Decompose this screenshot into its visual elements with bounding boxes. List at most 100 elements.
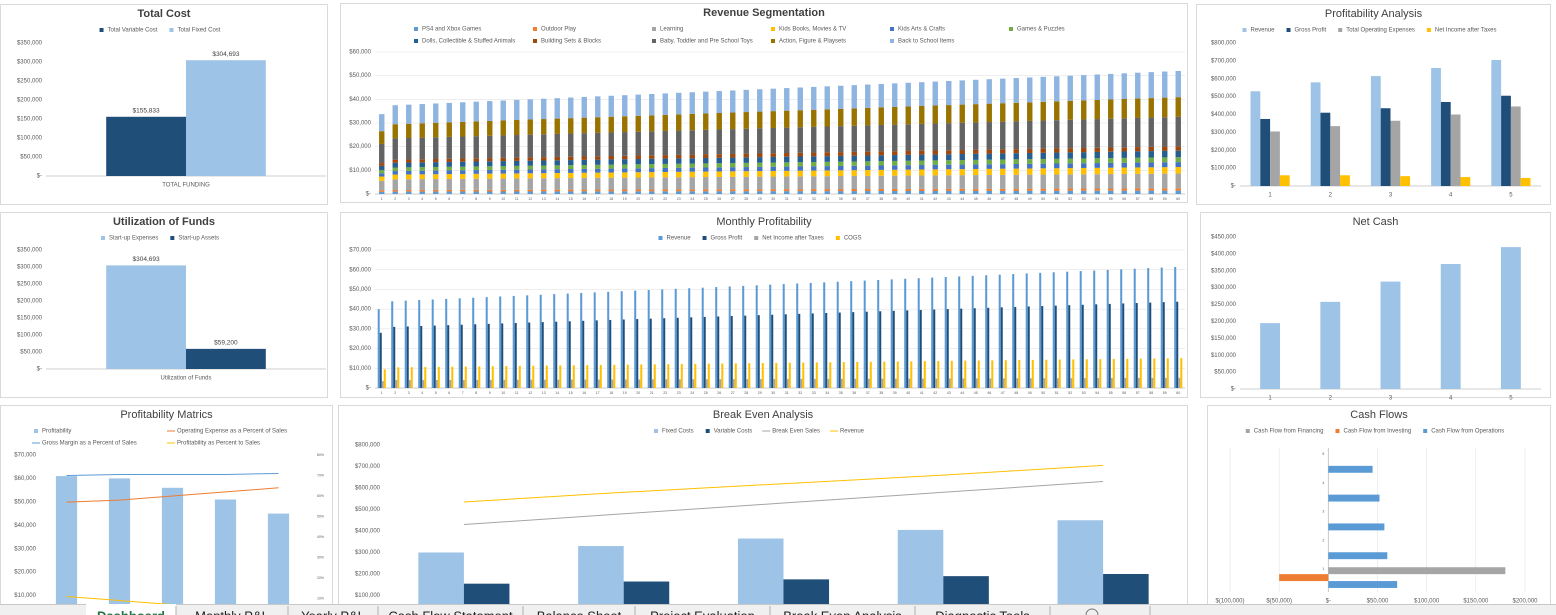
x-tick-label: 9 [489, 391, 491, 395]
bar-segment [730, 163, 736, 168]
bar-segment [662, 163, 668, 168]
legend-label: Start-up Assets [178, 236, 219, 242]
legend-label: Gross Margin as a Percent of Sales [42, 441, 137, 447]
bar [1106, 269, 1109, 388]
bar [447, 325, 450, 388]
bar-segment [1067, 168, 1073, 175]
legend-label: Gross Profit [711, 236, 743, 242]
bar-segment [703, 189, 709, 192]
tab-label[interactable]: Dashboard [97, 608, 165, 615]
bar [478, 366, 481, 388]
legend-label: Fixed Costs [662, 429, 694, 435]
bar [559, 365, 562, 388]
x-tick-label: 5 [435, 391, 437, 395]
tab-label[interactable]: Monthly P&L [195, 608, 269, 615]
x-tick-label: 14 [555, 197, 559, 201]
x-tick-label: 1 [1268, 193, 1272, 199]
tab-label[interactable]: Break Even Analysis [783, 608, 902, 615]
bar-segment [433, 179, 439, 190]
bar-segment [797, 166, 803, 171]
legend-item: Profitability [34, 429, 71, 435]
bar-segment [743, 157, 749, 163]
bar [703, 316, 706, 388]
y-tick-label: $100,000 [17, 333, 43, 339]
bar [543, 379, 546, 388]
bar [1510, 106, 1521, 186]
bar-segment [878, 191, 884, 194]
bar-segment [1121, 190, 1127, 194]
bar-segment [1067, 158, 1073, 164]
tab-label[interactable]: Project Evaluation [650, 608, 755, 615]
x-tick-label: 30 [771, 197, 775, 201]
legend-swatch [1423, 429, 1428, 433]
bar-segment [919, 188, 925, 191]
bar [985, 275, 988, 388]
bar-segment [676, 167, 682, 172]
sheet-tab[interactable]: Yearly P&L [301, 606, 379, 615]
y-tick-label: $- [366, 386, 371, 392]
x-tick-label: 24 [690, 391, 694, 395]
bar-segment [406, 162, 412, 168]
sheet-tab[interactable]: Dashboard [86, 604, 177, 615]
bar-segment [919, 190, 925, 194]
bar-segment [716, 171, 722, 177]
y-tick-label: $40,000 [349, 97, 371, 103]
bar [106, 265, 186, 369]
bar-segment [419, 123, 425, 138]
bar-segment [865, 107, 871, 126]
bar-segment [986, 103, 992, 123]
sheet-tab[interactable]: Monthly P&L [195, 606, 289, 615]
bar-segment [1040, 158, 1046, 164]
legend-item: Gross Profit [702, 236, 743, 242]
bar [850, 281, 853, 388]
sheet-tab[interactable]: Project Evaluation [650, 606, 771, 615]
bar [809, 282, 812, 388]
bar-segment [635, 177, 641, 190]
bar-segment [824, 170, 830, 177]
bar-segment [514, 173, 520, 179]
add-sheet-button[interactable] [1085, 608, 1099, 615]
bar-segment [568, 156, 574, 161]
bar-segment [379, 173, 385, 177]
x-tick-label: 59 [1163, 391, 1167, 395]
y-tick-label: $300,000 [1211, 285, 1237, 291]
bar-segment [406, 170, 412, 175]
bar-segment [824, 191, 830, 194]
chart-panel: Utilization of Funds Start-up Expenses Sta… [0, 212, 328, 398]
bar-segment [460, 121, 466, 137]
bar-segment [1027, 190, 1033, 194]
bar [570, 379, 573, 388]
x-tick-label: 52 [1068, 197, 1072, 201]
bar [499, 296, 502, 388]
bar-segment [1054, 76, 1060, 102]
x-tick-label: 23 [677, 391, 681, 395]
bar-segment [703, 171, 709, 178]
bar-segment [865, 155, 871, 162]
sheet-tab[interactable]: Diagnostic Tools [935, 606, 1051, 615]
tab-label[interactable]: Cash Flow Statement [388, 608, 513, 615]
chart-panel: Net Cash $- $50,000 $100,000 $150,000 $200,00… [1200, 212, 1551, 402]
sheet-tab[interactable]: Cash Flow Statement [388, 606, 524, 615]
y2-tick-label: 70% [317, 473, 324, 477]
bar-segment [595, 168, 601, 173]
bar-segment [446, 158, 452, 162]
sheet-tab[interactable]: Break Even Analysis [783, 606, 916, 615]
bar-segment [743, 128, 749, 154]
bar-segment [1094, 163, 1100, 168]
bar-segment [514, 165, 520, 170]
bar [923, 361, 926, 388]
legend-label: Net Income after Taxes [1435, 28, 1497, 34]
sheet-tab[interactable]: Balance Sheet [537, 606, 636, 615]
bar [55, 476, 78, 615]
bar-segment [716, 191, 722, 194]
bar [1520, 177, 1531, 186]
bar-segment [784, 166, 790, 171]
bar-segment [581, 165, 587, 169]
tab-label[interactable]: Yearly P&L [301, 608, 365, 615]
tab-label[interactable]: Diagnostic Tools [935, 608, 1030, 615]
bar-segment [946, 150, 952, 155]
x-tick-label: 20 [636, 391, 640, 395]
tab-label[interactable]: Balance Sheet [537, 608, 622, 615]
bar-segment [878, 83, 884, 108]
bar [1176, 301, 1179, 388]
